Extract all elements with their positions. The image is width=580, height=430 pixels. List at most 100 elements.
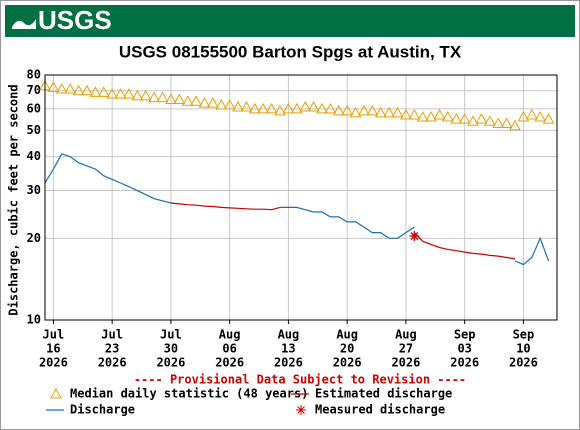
- median-marker: [400, 108, 412, 120]
- legend-label: Discharge: [70, 403, 135, 417]
- median-marker: [156, 91, 169, 103]
- median-marker: [391, 106, 404, 118]
- median-marker: [265, 102, 278, 114]
- x-tick-label: Sep: [513, 328, 535, 342]
- x-tick-label: 2026: [156, 356, 185, 370]
- x-tick-label: 2026: [39, 356, 68, 370]
- y-tick-label: 20: [27, 231, 41, 245]
- median-marker: [525, 108, 538, 120]
- median-marker: [207, 97, 219, 108]
- median-marker: [484, 115, 496, 126]
- median-marker: [274, 104, 286, 116]
- x-tick-label: 03: [457, 342, 471, 356]
- median-marker: [442, 110, 454, 122]
- median-marker: [165, 93, 177, 104]
- x-tick-label: Jul: [160, 328, 182, 342]
- y-tick-label: 10: [27, 313, 41, 327]
- median-marker: [534, 110, 547, 122]
- x-tick-label: 23: [105, 342, 119, 356]
- median-marker: [316, 102, 328, 114]
- header-band: [5, 5, 575, 37]
- legend-symbol: [50, 387, 62, 399]
- x-tick-label: 2026: [98, 356, 127, 370]
- plot-border: [44, 74, 558, 321]
- median-marker: [64, 83, 77, 94]
- logo-wave: [12, 19, 36, 29]
- legend-symbol: [296, 405, 306, 415]
- median-marker: [223, 99, 236, 110]
- median-marker: [282, 102, 295, 114]
- x-tick-label: 2026: [391, 356, 420, 370]
- x-tick-label: Jul: [101, 328, 123, 342]
- y-axis-label: Discharge, cubic feet per second: [7, 84, 21, 315]
- median-marker: [257, 102, 270, 114]
- median-marker: [475, 113, 488, 124]
- x-tick-label: Aug: [219, 328, 241, 342]
- x-tick-label: 2026: [509, 356, 538, 370]
- x-tick-label: Aug: [278, 328, 300, 342]
- series-line: [44, 153, 550, 266]
- notice: ---- Provisional Data Subject to Revisio…: [134, 373, 466, 387]
- median-marker: [173, 93, 186, 104]
- median-marker: [240, 100, 253, 112]
- median-marker: [307, 100, 320, 112]
- x-tick-label: 06: [222, 342, 236, 356]
- median-marker: [341, 104, 354, 116]
- x-tick-label: 27: [399, 342, 413, 356]
- median-marker: [248, 102, 261, 114]
- median-marker: [55, 83, 68, 94]
- median-marker: [383, 106, 395, 118]
- x-tick-label: 16: [46, 342, 60, 356]
- median-marker: [492, 117, 505, 129]
- logo: USGS: [38, 5, 112, 35]
- median-marker: [198, 97, 211, 108]
- median-marker: [542, 113, 555, 124]
- median-marker: [81, 84, 93, 96]
- median-marker: [500, 117, 513, 129]
- median-marker: [89, 86, 102, 97]
- median-marker: [299, 100, 312, 112]
- x-tick-label: 10: [516, 342, 530, 356]
- median-marker: [509, 119, 521, 131]
- median-marker: [97, 86, 110, 97]
- median-marker: [358, 104, 370, 116]
- median-marker: [139, 89, 152, 101]
- median-marker: [72, 84, 85, 96]
- x-tick-label: Aug: [336, 328, 358, 342]
- median-marker: [47, 81, 60, 92]
- y-tick-label: 40: [27, 149, 41, 163]
- median-marker: [467, 115, 479, 126]
- median-marker: [131, 89, 144, 101]
- y-tick-label: 30: [27, 183, 41, 197]
- median-marker: [374, 106, 387, 118]
- median-marker: [425, 110, 437, 122]
- median-marker: [450, 113, 463, 124]
- median-marker: [123, 88, 135, 99]
- median-marker: [106, 88, 118, 99]
- median-marker: [349, 106, 362, 118]
- median-marker: [181, 95, 194, 106]
- median-marker: [215, 99, 228, 110]
- median-marker: [517, 110, 530, 122]
- median-marker: [232, 100, 244, 112]
- y-tick-label: 50: [27, 123, 41, 137]
- median-marker: [332, 104, 345, 116]
- x-tick-label: 2026: [450, 356, 479, 370]
- x-tick-label: Sep: [454, 328, 476, 342]
- median-marker: [290, 102, 303, 114]
- median-marker: [148, 91, 160, 103]
- y-tick-label: 70: [27, 83, 41, 97]
- x-tick-label: 2026: [333, 356, 362, 370]
- x-tick-label: 20: [340, 342, 354, 356]
- measurement-marker: [409, 231, 420, 241]
- median-marker: [408, 108, 421, 120]
- median-marker: [324, 102, 337, 114]
- median-marker: [366, 104, 379, 116]
- median-marker: [458, 113, 471, 124]
- median-marker: [433, 108, 446, 120]
- x-tick-label: Aug: [395, 328, 417, 342]
- legend-label: Estimated discharge: [315, 387, 452, 401]
- chart-title: USGS 08155500 Barton Spgs at Austin, TX: [119, 42, 462, 61]
